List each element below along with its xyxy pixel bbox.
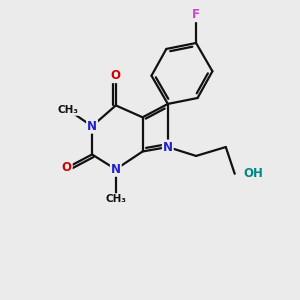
Text: CH₃: CH₃ xyxy=(105,194,126,204)
Text: N: N xyxy=(87,120,97,133)
Text: CH₃: CH₃ xyxy=(58,105,79,115)
Text: O: O xyxy=(62,161,72,174)
Text: N: N xyxy=(111,163,121,176)
Text: OH: OH xyxy=(244,167,263,180)
Text: F: F xyxy=(192,8,200,21)
Text: N: N xyxy=(163,140,173,154)
Text: O: O xyxy=(111,69,121,82)
